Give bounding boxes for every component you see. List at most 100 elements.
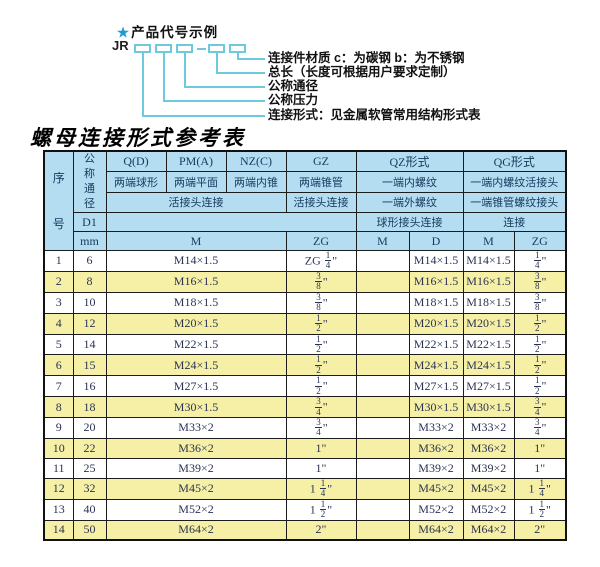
- table-title: 螺母连接形式参考表: [30, 126, 246, 150]
- table-cell: 3 4 ": [513, 396, 567, 418]
- table-cell: M52×2: [408, 498, 464, 521]
- table-cell: M16×1.5: [462, 270, 515, 293]
- table-cell: M64×2: [105, 519, 287, 541]
- table-row: 14 50 M64×2 2" M64×2 M64×2 2": [43, 519, 567, 541]
- leader-line-v-2: [163, 53, 165, 102]
- leader-line-h-2: [163, 100, 265, 102]
- table-cell: M36×2: [462, 437, 515, 459]
- table-cell: M39×2: [105, 457, 287, 479]
- header-ball-joint: 球形接头连接: [355, 212, 464, 232]
- table-cell: 3 4 ": [285, 396, 357, 418]
- table-row: 6 15 M24×1.5 1 2 " M24×1.5 M24×1.5 1 2 ": [43, 354, 567, 377]
- header-conn-gz: 活接头连接: [285, 191, 357, 213]
- table-cell: 1 1 2 ": [285, 498, 357, 521]
- table-cell: M27×1.5: [462, 375, 515, 398]
- table-cell: 1 1 2 ": [513, 498, 567, 521]
- table-cell: 1 2 ": [285, 333, 357, 356]
- header-code-gz: GZ: [285, 150, 357, 172]
- table-row: 5 14 M22×1.5 1 2 " M22×1.5 M22×1.5 1 2 ": [43, 333, 567, 356]
- table-cell: 3 8 ": [285, 270, 357, 293]
- table-cell: 18: [72, 396, 107, 418]
- table-cell: 14: [72, 333, 107, 356]
- table-row: 2 8 M16×1.5 3 8 " M16×1.5 M16×1.5 3 8 ": [43, 270, 567, 293]
- table-row: 12 32 M45×2 1 1 4 " M45×2 M45×2 1 1 4 ": [43, 477, 567, 500]
- header-unit-mm: mm: [72, 231, 107, 251]
- table-cell: 2: [43, 270, 74, 293]
- table-cell: 2": [513, 519, 567, 541]
- table-cell: M45×2: [408, 477, 464, 500]
- table-cell: 1 2 ": [513, 312, 567, 335]
- table-cell: 5: [43, 333, 74, 356]
- header-type-qz: 一端内螺纹: [355, 171, 464, 193]
- table-cell: 12: [72, 312, 107, 335]
- table-cell: 8: [72, 270, 107, 293]
- table-cell: M16×1.5: [105, 270, 287, 293]
- table-cell: 32: [72, 477, 107, 500]
- header-unit-qg-zg: ZG: [513, 231, 567, 251]
- code-label-connection: 连接形式：见金属软管常用结构形式表: [268, 108, 481, 122]
- table-cell: 10: [43, 437, 74, 459]
- table-cell: 9: [43, 417, 74, 439]
- leader-line-h-3: [184, 86, 265, 88]
- table-cell: [355, 375, 410, 398]
- star-icon: ★: [117, 25, 130, 40]
- table-body: 1 6 M14×1.5 ZG 1 4 " M14×1.5 M14×1.5 1 4 " 2 8 M16×1.…: [43, 250, 567, 541]
- table-cell: 4: [43, 312, 74, 335]
- table-cell: 50: [72, 519, 107, 541]
- table-cell: 3 8 ": [513, 291, 567, 314]
- table-cell: M30×1.5: [408, 396, 464, 418]
- table-cell: M20×1.5: [408, 312, 464, 335]
- table-cell: [355, 312, 410, 335]
- table-cell: 2": [285, 519, 357, 541]
- code-label-pressure: 公称压力: [268, 93, 319, 107]
- leader-line-v-5: [237, 53, 239, 60]
- table-cell: M20×1.5: [462, 312, 515, 335]
- table-cell: 1: [43, 250, 74, 272]
- table-cell: M30×1.5: [105, 396, 287, 418]
- table-cell: M52×2: [105, 498, 287, 521]
- table-cell: M36×2: [408, 437, 464, 459]
- table-cell: [355, 457, 410, 479]
- table-row: 10 22 M36×2 1" M36×2 M36×2 1": [43, 437, 567, 459]
- header-d1-spacer: [105, 212, 357, 232]
- header-row-units: mm M ZG M D M ZG: [44, 231, 567, 251]
- table-cell: M36×2: [105, 437, 287, 459]
- table-row: 9 20 M33×2 3 4 " M33×2 M33×2 3 4 ": [43, 417, 567, 439]
- table-cell: 7: [43, 375, 74, 398]
- table-row: 3 10 M18×1.5 3 8 " M18×1.5 M18×1.5 3 8 ": [43, 291, 567, 314]
- header-code-pma: PM(A): [165, 150, 227, 172]
- table-cell: [355, 354, 410, 377]
- table-cell: [355, 519, 410, 541]
- table-cell: 3 8 ": [513, 270, 567, 293]
- table-cell: 1 2 ": [513, 333, 567, 356]
- code-segment-box-4: [208, 44, 225, 53]
- table-cell: 16: [72, 375, 107, 398]
- header-seq: 序号: [43, 150, 74, 251]
- table-cell: M22×1.5: [408, 333, 464, 356]
- table-row: 1 6 M14×1.5 ZG 1 4 " M14×1.5 M14×1.5 1 4 ": [43, 250, 567, 272]
- table-cell: M14×1.5: [105, 250, 287, 272]
- table-cell: 1 2 ": [285, 375, 357, 398]
- table-cell: M24×1.5: [408, 354, 464, 377]
- header-dn: 公称通径: [72, 150, 107, 213]
- table-cell: 1": [285, 457, 357, 479]
- table-cell: M30×1.5: [462, 396, 515, 418]
- table-cell: M27×1.5: [408, 375, 464, 398]
- table-cell: M18×1.5: [462, 291, 515, 314]
- table-cell: M16×1.5: [408, 270, 464, 293]
- table-cell: M18×1.5: [408, 291, 464, 314]
- table-row: 7 16 M27×1.5 1 2 " M27×1.5 M27×1.5 1 2 ": [43, 375, 567, 398]
- table-cell: 1 1 4 ": [285, 477, 357, 500]
- header-code-qd: Q(D): [105, 150, 167, 172]
- table-cell: M39×2: [408, 457, 464, 479]
- table-cell: 3 4 ": [513, 417, 567, 439]
- leader-line-h-4: [216, 72, 265, 74]
- header-unit-qz-m: M: [355, 231, 410, 251]
- header-row-codes: 序号 公称通径 Q(D) PM(A) NZ(C) GZ QZ形式 QG形式: [43, 150, 567, 251]
- table-cell: 8: [43, 396, 74, 418]
- table-cell: 10: [72, 291, 107, 314]
- table-cell: 1": [513, 457, 567, 479]
- header-type-qg: 一端内螺纹活接头: [462, 171, 567, 193]
- table-cell: 12: [43, 477, 74, 500]
